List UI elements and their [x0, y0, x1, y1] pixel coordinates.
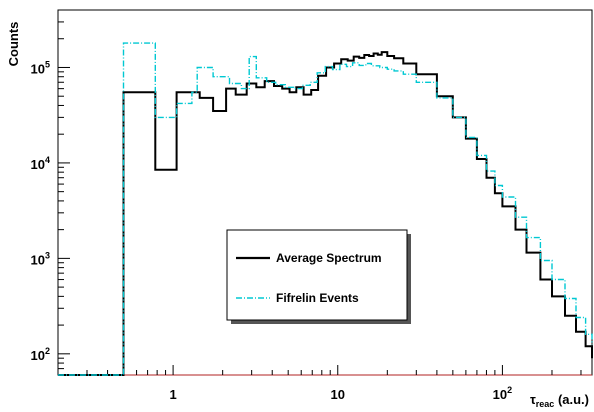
legend-label-average-spectrum: Average Spectrum [276, 251, 382, 265]
x-axis-title-symbol: τ [530, 392, 536, 407]
y-tick-label: 102 [31, 346, 50, 363]
x-axis-title: τreac (a.u.) [530, 392, 589, 409]
x-axis-title-subscript: reac [536, 399, 555, 409]
x-tick-label: 10 [331, 387, 345, 402]
x-axis-title-units: (a.u.) [558, 392, 589, 407]
series-layer [58, 42, 593, 376]
x-tick-label: 1 [169, 387, 176, 402]
legend-box [226, 229, 408, 321]
x-tick-label: 102 [493, 385, 512, 402]
legend-label-fifrelin-events: Fifrelin Events [276, 291, 359, 305]
legend: Average Spectrum Fifrelin Events [226, 229, 411, 324]
y-axis-title: Counts [6, 22, 21, 67]
series-average-spectrum [58, 51, 593, 376]
y-tick-label: 105 [31, 59, 50, 76]
y-tick-label: 104 [31, 155, 50, 172]
x-axis-ticks: 1 10 102 [57, 365, 582, 402]
y-tick-label: 103 [31, 250, 50, 267]
